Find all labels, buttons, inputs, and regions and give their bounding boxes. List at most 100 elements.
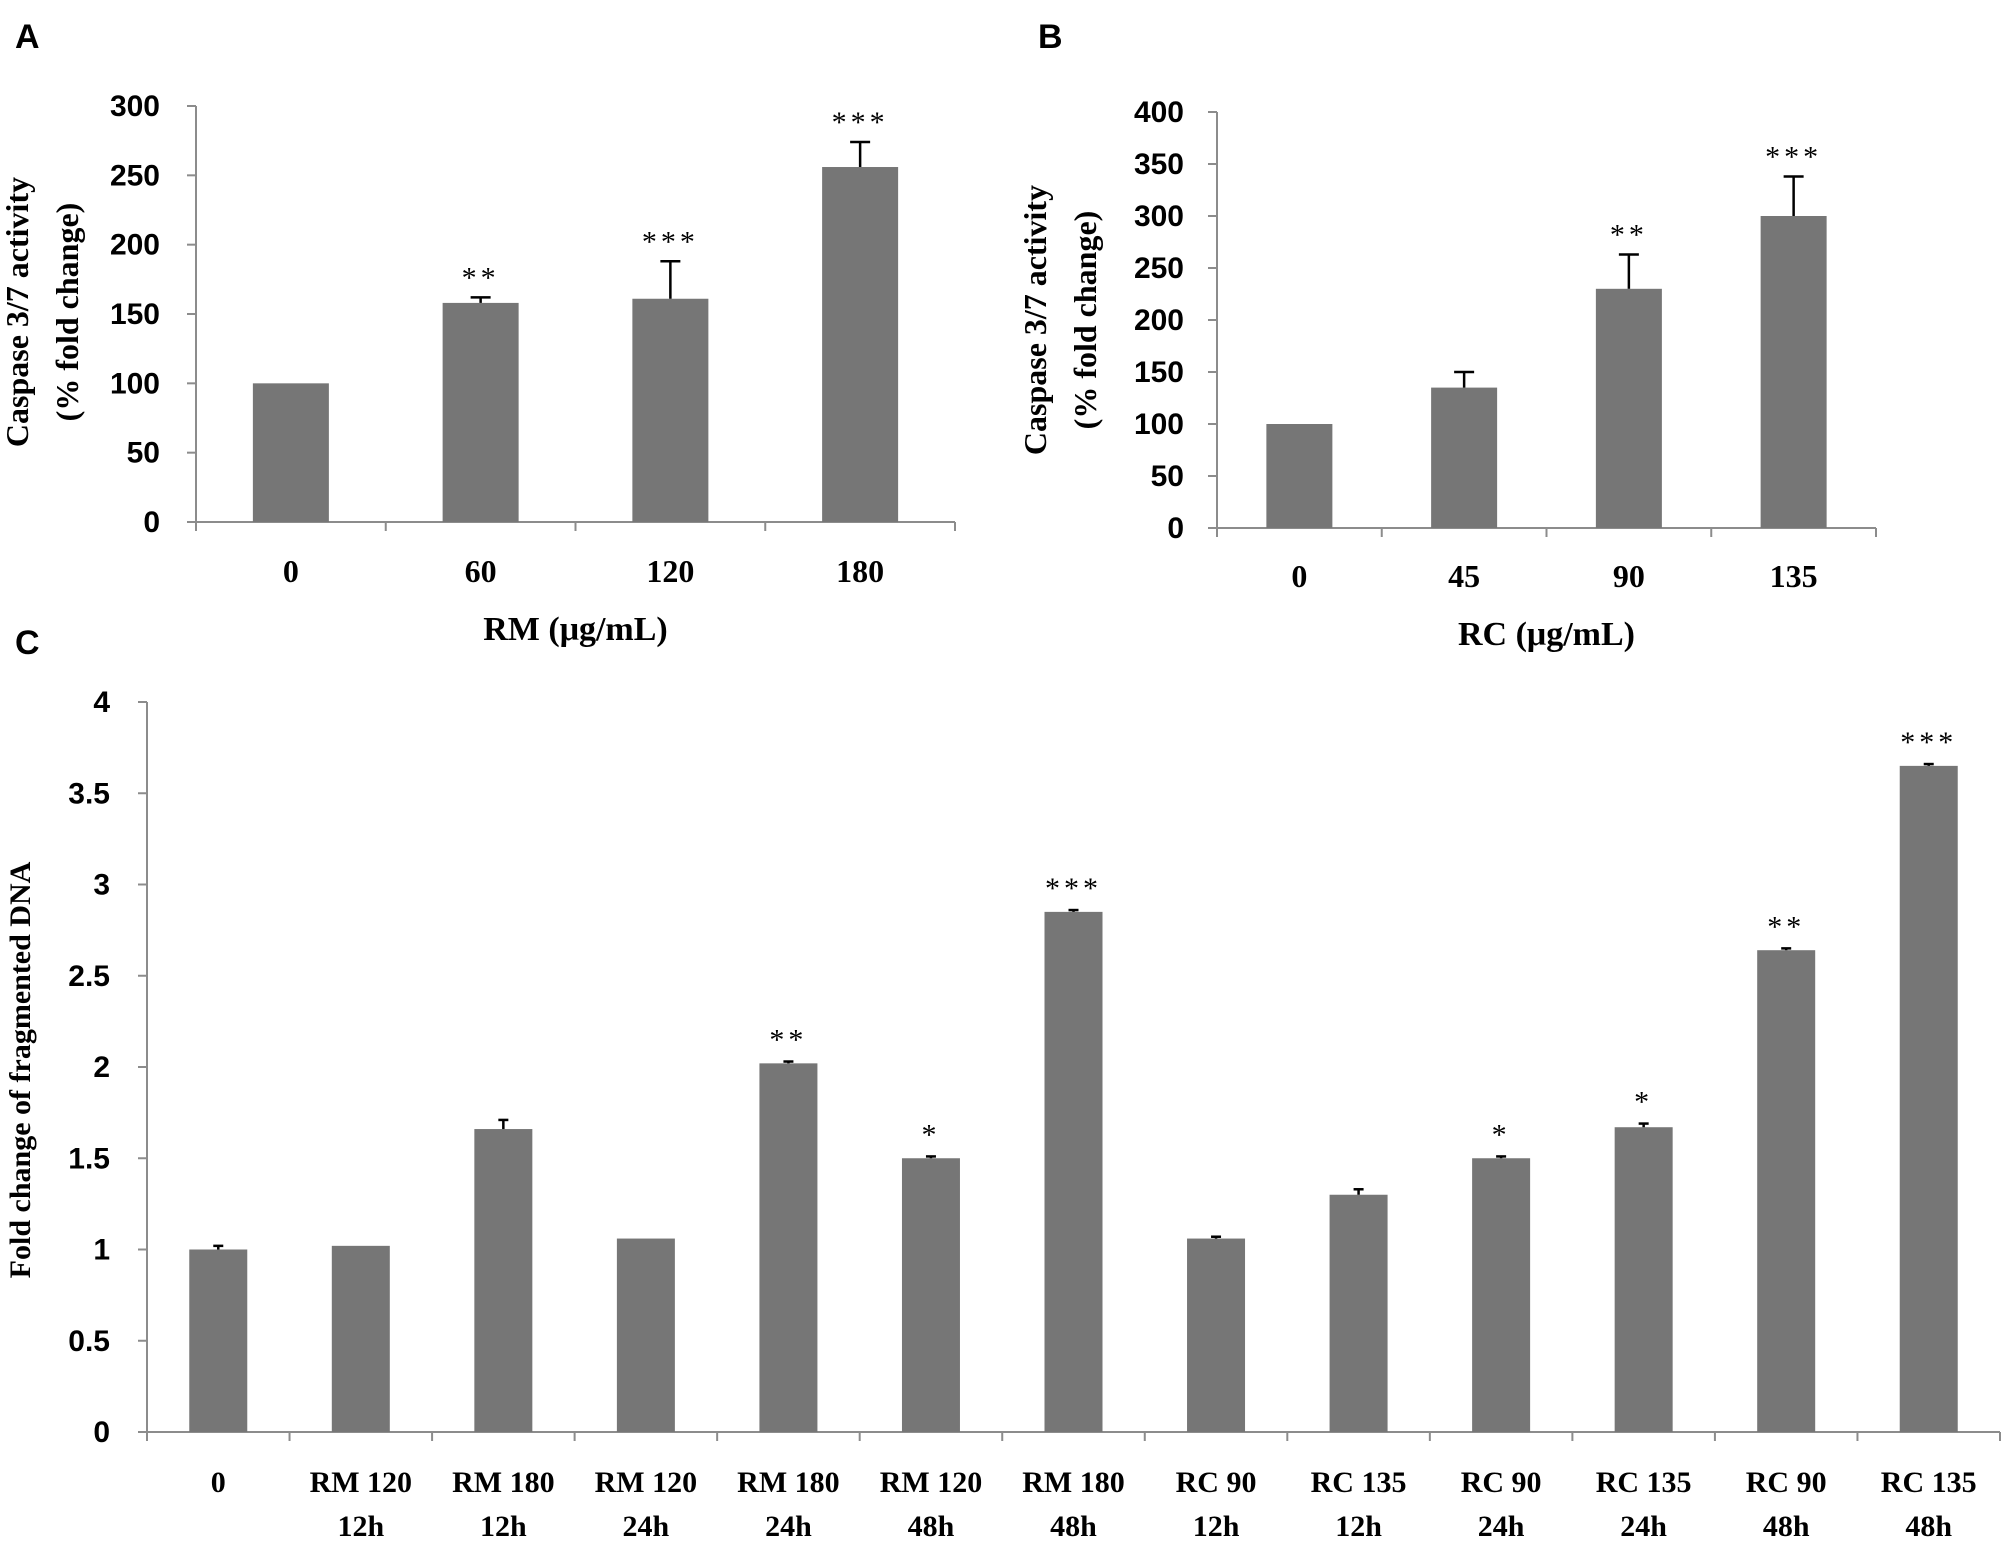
significance-marker: *** (832, 106, 889, 139)
category-label-line2: 12h (1335, 1510, 1382, 1543)
category-label: 45 (1448, 558, 1480, 594)
y-axis-title: Caspase 3/7 activity (1017, 185, 1053, 455)
significance-marker: ** (462, 261, 500, 294)
category-label: RM 180 (1022, 1466, 1124, 1499)
bar (1266, 424, 1333, 528)
bar (442, 302, 519, 522)
y-tick-label: 4 (93, 686, 110, 719)
y-tick-label: 50 (1151, 460, 1184, 493)
category-label-line2: 12h (1193, 1510, 1240, 1543)
category-label: RC 90 (1746, 1466, 1827, 1499)
y-tick-label: 350 (1134, 148, 1184, 181)
category-label-line2: 12h (480, 1510, 527, 1543)
category-label: RM 180 (452, 1466, 554, 1499)
y-tick-label: 0.5 (68, 1325, 110, 1358)
category-label-line2: 48h (908, 1510, 955, 1543)
y-axis-title: (% fold change) (1067, 211, 1103, 430)
category-label-line2: 24h (623, 1510, 670, 1543)
bar (331, 1245, 390, 1432)
bar (1431, 387, 1498, 528)
category-label: RM 120 (310, 1466, 412, 1499)
y-tick-label: 0 (93, 1416, 110, 1449)
category-label: 0 (1291, 558, 1307, 594)
y-tick-label: 2 (93, 1051, 110, 1084)
y-tick-label: 250 (1134, 252, 1184, 285)
category-label: RC 135 (1881, 1466, 1977, 1499)
category-label: 0 (283, 553, 299, 589)
category-label: RC 90 (1176, 1466, 1257, 1499)
y-tick-label: 150 (110, 298, 160, 331)
y-tick-label: 3 (93, 869, 110, 902)
y-tick-label: 1.5 (68, 1142, 110, 1175)
y-tick-label: 300 (110, 90, 160, 123)
bar (1899, 765, 1958, 1432)
category-label: 0 (211, 1466, 226, 1499)
category-label-line2: 24h (1620, 1510, 1667, 1543)
bar (189, 1249, 248, 1432)
category-label: RC 135 (1596, 1466, 1692, 1499)
category-label: 90 (1613, 558, 1645, 594)
category-label-line2: 48h (1050, 1510, 1097, 1543)
y-tick-label: 300 (1134, 200, 1184, 233)
category-label: RC 90 (1461, 1466, 1542, 1499)
bar (1472, 1158, 1531, 1432)
bar (1614, 1127, 1673, 1432)
y-tick-label: 3.5 (68, 777, 110, 810)
y-tick-label: 50 (127, 437, 160, 470)
bar (822, 167, 899, 522)
significance-marker: *** (1765, 140, 1822, 173)
category-label-line2: 12h (337, 1510, 384, 1543)
bar (1187, 1238, 1246, 1432)
y-tick-label: 0 (1167, 512, 1184, 545)
y-axis-title: (% fold change) (49, 203, 85, 422)
y-axis-title: Fold change of fragmented DNA (4, 861, 37, 1278)
category-label: RM 120 (595, 1466, 697, 1499)
bar (759, 1063, 818, 1432)
panel-letter: A (15, 18, 40, 56)
y-tick-label: 200 (110, 229, 160, 262)
bar (474, 1129, 533, 1432)
category-label: RM 120 (880, 1466, 982, 1499)
y-tick-label: 0 (143, 506, 160, 539)
category-label-line2: 24h (765, 1510, 812, 1543)
panel-letter: B (1038, 18, 1063, 56)
y-tick-label: 150 (1134, 356, 1184, 389)
bar (1329, 1194, 1388, 1432)
y-tick-label: 200 (1134, 304, 1184, 337)
y-tick-label: 400 (1134, 96, 1184, 129)
category-label-line2: 24h (1478, 1510, 1525, 1543)
significance-marker: ** (769, 1024, 807, 1057)
significance-marker: * (1634, 1086, 1653, 1119)
bar (901, 1158, 960, 1432)
y-axis-title: Caspase 3/7 activity (0, 177, 35, 447)
category-label: RC 135 (1311, 1466, 1407, 1499)
panel-c-chart: C 0 0.5 1 1.5 2 2.5 3 3.5 4 0 RM 120 12h RM 180 12h RM … (4, 624, 2001, 1543)
panel-a-chart: A 0 50 100 150 200 250 300 0 ** 60 *** 120 *** 180 RM (… (0, 18, 956, 648)
significance-marker: *** (642, 225, 699, 258)
category-label: 60 (465, 553, 497, 589)
panel-b-chart: B 0 50 100 150 200 250 300 350 400 0 45 ** 90 *** 135 RC… (1017, 18, 1877, 653)
category-label-line2: 48h (1763, 1510, 1810, 1543)
bar (1044, 911, 1103, 1432)
category-label-line2: 48h (1905, 1510, 1952, 1543)
bar (632, 298, 709, 522)
significance-marker: *** (1045, 872, 1102, 905)
y-tick-label: 100 (1134, 408, 1184, 441)
bar (616, 1238, 675, 1432)
y-tick-label: 100 (110, 367, 160, 400)
significance-marker: * (1492, 1118, 1511, 1151)
y-tick-label: 250 (110, 159, 160, 192)
x-axis-title: RM (μg/mL) (483, 611, 668, 648)
category-label: 120 (646, 553, 694, 589)
category-label: 180 (836, 553, 884, 589)
significance-marker: ** (1767, 910, 1805, 943)
bar (252, 383, 329, 522)
significance-marker: *** (1900, 726, 1957, 759)
panel-letter: C (15, 624, 40, 662)
y-tick-label: 1 (93, 1234, 110, 1267)
bar (1595, 288, 1662, 528)
bar (1760, 216, 1827, 528)
y-tick-label: 2.5 (68, 960, 110, 993)
category-label: RM 180 (737, 1466, 839, 1499)
